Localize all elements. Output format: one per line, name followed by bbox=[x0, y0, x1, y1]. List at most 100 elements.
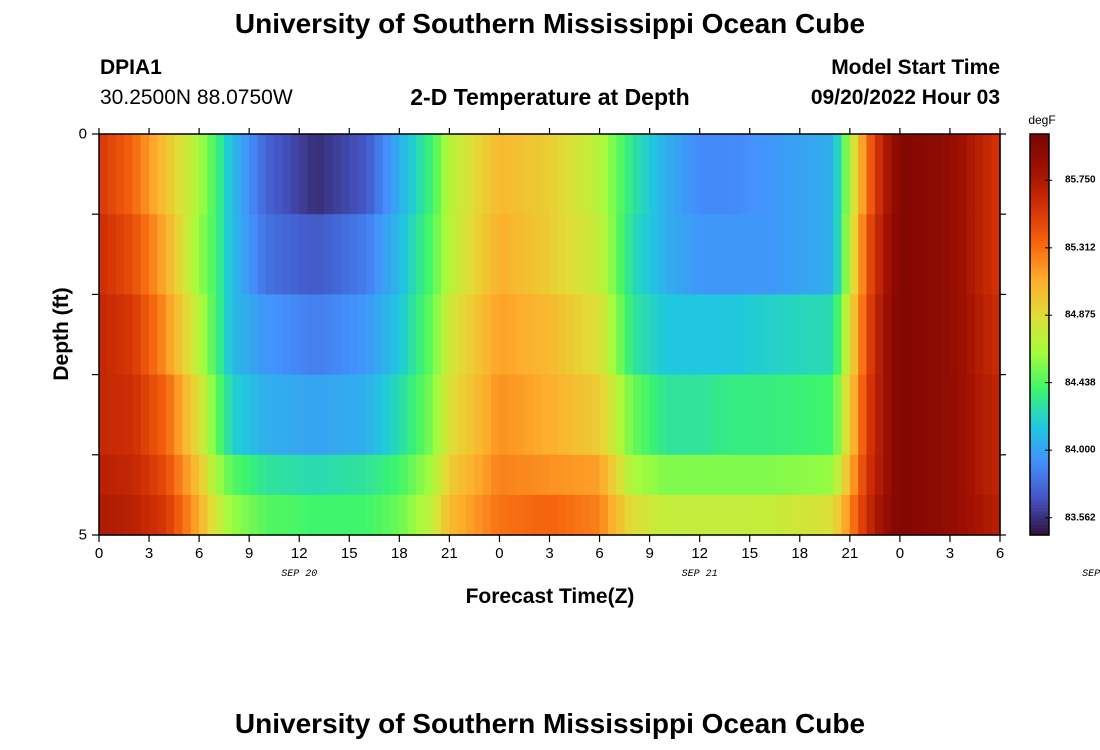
heatmap-cell bbox=[390, 494, 400, 536]
heatmap-cell bbox=[399, 494, 409, 536]
heatmap-cell bbox=[132, 494, 142, 536]
heatmap-cell bbox=[816, 214, 826, 295]
colorbar-ticks bbox=[1045, 179, 1052, 519]
heatmap-cell bbox=[791, 454, 801, 496]
colorbar-cell bbox=[1030, 341, 1049, 346]
heatmap-cell bbox=[641, 494, 651, 536]
colorbar-cell bbox=[1030, 294, 1049, 299]
heatmap-cell bbox=[232, 294, 242, 376]
heatmap-cell bbox=[115, 494, 125, 536]
heatmap-cell bbox=[132, 374, 142, 456]
heatmap-cell bbox=[708, 134, 717, 215]
heatmap-cell bbox=[849, 214, 859, 295]
heatmap-cell bbox=[657, 494, 667, 536]
heatmap-cell bbox=[899, 494, 909, 536]
heatmap-cell bbox=[482, 134, 492, 215]
heatmap-cell bbox=[808, 134, 818, 215]
heatmap-cell bbox=[641, 374, 651, 456]
heatmap-cell bbox=[140, 454, 150, 496]
heatmap-cell bbox=[382, 214, 392, 295]
heatmap-cell bbox=[632, 214, 642, 295]
colorbar-tick-label: 84.000 bbox=[1065, 444, 1096, 456]
heatmap-cell bbox=[482, 294, 492, 376]
heatmap-cell bbox=[374, 294, 384, 376]
heatmap-cell bbox=[240, 214, 250, 295]
heatmap-cell bbox=[899, 294, 909, 376]
heatmap-cell bbox=[349, 214, 359, 295]
heatmap-cell bbox=[224, 454, 234, 496]
heatmap-cell bbox=[382, 374, 392, 456]
heatmap-cell bbox=[783, 494, 793, 536]
heatmap-cell bbox=[833, 214, 843, 295]
heatmap-cell bbox=[808, 214, 818, 295]
colorbar-cell bbox=[1030, 387, 1049, 392]
heatmap-cell bbox=[315, 134, 325, 215]
heatmap-cell bbox=[165, 454, 175, 496]
heatmap-cell bbox=[257, 134, 267, 215]
heatmap-cell bbox=[349, 454, 359, 496]
heatmap-cell bbox=[207, 294, 217, 376]
station-id: DPIA1 bbox=[100, 56, 162, 79]
heatmap-cell bbox=[499, 494, 509, 536]
colorbar-cell bbox=[1030, 384, 1049, 389]
heatmap-cell bbox=[666, 494, 676, 536]
heatmap-cell bbox=[616, 454, 626, 496]
heatmap-cell bbox=[733, 454, 742, 496]
colorbar-cell bbox=[1030, 321, 1049, 326]
heatmap-cell bbox=[758, 294, 768, 376]
heatmap-cell bbox=[424, 454, 434, 496]
heatmap-cell bbox=[357, 134, 367, 215]
colorbar-cell bbox=[1030, 337, 1049, 342]
heatmap-cell bbox=[240, 294, 250, 376]
heatmap-cell bbox=[949, 294, 959, 376]
heatmap-cell bbox=[816, 494, 826, 536]
y-tick-label: 0 bbox=[78, 125, 87, 143]
heatmap-cell bbox=[974, 374, 984, 456]
heatmap-cell bbox=[799, 214, 809, 295]
heatmap-cell bbox=[582, 494, 592, 536]
heatmap-cell bbox=[899, 214, 909, 295]
heatmap-cell bbox=[708, 214, 717, 295]
heatmap-cell bbox=[749, 134, 759, 215]
heatmap-cell bbox=[432, 214, 442, 295]
heatmap-cell bbox=[799, 134, 809, 215]
heatmap-cell bbox=[424, 494, 434, 536]
colorbar-cell bbox=[1030, 284, 1049, 289]
heatmap-cell bbox=[874, 374, 884, 456]
heatmap-cell bbox=[616, 134, 626, 215]
x-tick-label: 0 bbox=[94, 545, 104, 562]
heatmap-cell bbox=[390, 374, 400, 456]
heatmap-cell bbox=[299, 454, 309, 496]
heatmap-cell bbox=[974, 134, 984, 215]
heatmap-cell bbox=[599, 294, 609, 376]
heatmap-cell bbox=[591, 134, 601, 215]
heatmap-cell bbox=[566, 374, 576, 456]
heatmap-cell bbox=[224, 374, 234, 456]
station-coordinates: 30.2500N 88.0750W bbox=[100, 86, 293, 109]
heatmap-cell bbox=[733, 134, 742, 215]
heatmap-cell bbox=[474, 214, 484, 295]
heatmap-cell bbox=[657, 294, 667, 376]
heatmap-cell bbox=[524, 494, 534, 536]
heatmap-cell bbox=[474, 454, 484, 496]
heatmap-cell bbox=[315, 214, 325, 295]
colorbar-cell bbox=[1030, 134, 1049, 138]
heatmap-cell bbox=[858, 494, 868, 536]
heatmap-cell bbox=[357, 374, 367, 456]
colorbar-cell bbox=[1030, 194, 1049, 199]
heatmap-cell bbox=[691, 494, 701, 536]
heatmap-cell bbox=[632, 454, 642, 496]
heatmap-cell bbox=[299, 134, 309, 215]
heatmap-cell bbox=[541, 214, 551, 295]
heatmap-cell bbox=[866, 454, 876, 496]
heatmap-cell bbox=[441, 454, 450, 496]
colorbar-cell bbox=[1030, 250, 1049, 255]
heatmap-cell bbox=[874, 134, 884, 215]
heatmap-cell bbox=[708, 454, 717, 496]
heatmap-cell bbox=[649, 294, 659, 376]
heatmap-cell bbox=[858, 454, 868, 496]
heatmap-cell bbox=[165, 374, 175, 456]
heatmap-cell bbox=[124, 454, 133, 496]
heatmap-cell bbox=[190, 454, 200, 496]
colorbar-cell bbox=[1030, 448, 1049, 453]
